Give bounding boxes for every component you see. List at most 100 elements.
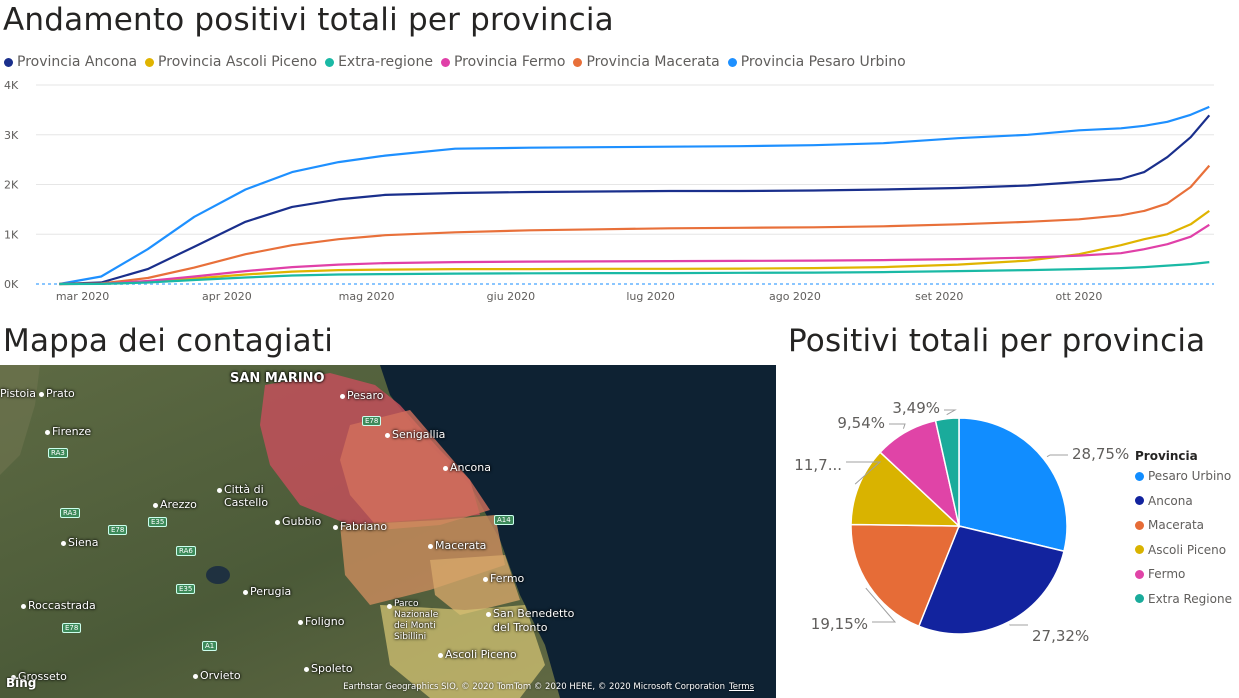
map-place-label: Gubbio xyxy=(282,515,322,528)
map-place-marker xyxy=(61,541,66,546)
legend-item[interactable]: Extra-regione xyxy=(325,54,433,70)
legend-label: Provincia Ancona xyxy=(17,54,138,70)
road-shield: E78 xyxy=(62,623,82,633)
pie-slice[interactable] xyxy=(850,451,961,527)
y-tick-label: 4K xyxy=(4,79,19,92)
bing-logo: Bing xyxy=(6,676,37,690)
legend-marker xyxy=(325,57,335,67)
map-place-marker xyxy=(483,577,488,582)
map-place-label: Ascoli Piceno xyxy=(445,648,517,661)
map-place-label: Fabriano xyxy=(340,520,388,533)
pie-leader-line xyxy=(944,409,957,416)
legend-item[interactable]: Provincia Fermo xyxy=(440,54,566,70)
map-place-marker xyxy=(21,604,26,609)
pie-chart-title: Positivi totali per provincia xyxy=(788,323,1206,359)
map-place-label: Orvieto xyxy=(200,669,241,682)
pie-slice[interactable] xyxy=(958,417,1068,553)
map-place-label: Roccastrada xyxy=(28,599,96,612)
pie-legend-item[interactable]: Extra Regione xyxy=(1135,592,1232,606)
pie-data-label: 11,7... xyxy=(794,456,842,474)
legend-marker xyxy=(573,57,583,67)
x-tick-label: lug 2020 xyxy=(626,290,675,303)
lake-trasimeno xyxy=(206,566,230,584)
legend-item[interactable]: Provincia Macerata xyxy=(573,54,720,70)
pie-chart: 28,75% 27,32% 19,15% 11,7... 9,54% 3,49% xyxy=(794,399,1129,645)
map-place-marker xyxy=(443,466,448,471)
legend-label: Provincia Macerata xyxy=(586,54,720,70)
x-tick-label: set 2020 xyxy=(915,290,963,303)
y-tick-label: 2K xyxy=(4,179,19,192)
pie-legend-label: Fermo xyxy=(1148,567,1186,581)
road-shield: A14 xyxy=(494,515,514,525)
map-place-marker xyxy=(217,488,222,493)
series-line[interactable] xyxy=(59,164,1211,286)
region-ancona xyxy=(340,410,490,530)
map-place-marker xyxy=(45,430,50,435)
map-place-marker xyxy=(387,604,392,609)
line-chart: 0K 1K 2K 3K 4K mar 2020 apr 2020 mag 2020 giu 20… xyxy=(4,79,1214,303)
map-place-label: Grosseto xyxy=(18,670,67,683)
map-place-label: Perugia xyxy=(250,585,292,598)
pie-legend-item[interactable]: Macerata xyxy=(1135,518,1204,532)
map-place-label: Città di Castello xyxy=(224,483,269,509)
road-shield: E78 xyxy=(108,525,128,535)
map-terms-link[interactable]: Terms xyxy=(728,682,754,692)
pie-leader-line xyxy=(1046,454,1068,458)
pie-slice[interactable] xyxy=(850,523,961,628)
pie-leader-line xyxy=(865,587,897,623)
legend-marker xyxy=(440,57,450,67)
series-line[interactable] xyxy=(59,223,1210,286)
series-line[interactable] xyxy=(59,114,1211,286)
map-place-marker xyxy=(438,653,443,658)
x-tick-label: ott 2020 xyxy=(1056,290,1103,303)
legend-marker xyxy=(1135,594,1144,603)
pie-data-label: 27,32% xyxy=(1032,627,1089,645)
pie-legend-item[interactable]: Fermo xyxy=(1135,567,1185,581)
legend-label: Provincia Fermo xyxy=(453,54,566,70)
legend-marker xyxy=(4,57,13,67)
legend-item[interactable]: Provincia Pesaro Urbino xyxy=(727,54,906,70)
map-place-marker xyxy=(385,433,390,438)
series-line[interactable] xyxy=(59,261,1210,286)
region-fermo xyxy=(430,555,520,615)
map-place-marker xyxy=(193,674,198,679)
pie-slice[interactable] xyxy=(917,525,1065,635)
pie-leader-line xyxy=(889,423,906,429)
map-place-marker xyxy=(428,544,433,549)
legend-marker xyxy=(1135,471,1144,481)
pie-legend-item[interactable]: Pesaro Urbino xyxy=(1135,469,1231,483)
road-shield: A1 xyxy=(202,641,218,651)
pie-legend-label: Pesaro Urbino xyxy=(1148,469,1232,483)
pie-legend-item[interactable]: Ascoli Piceno xyxy=(1135,543,1226,557)
map-place-marker xyxy=(333,525,338,530)
region-macerata xyxy=(340,515,505,605)
map-place-marker xyxy=(11,675,16,680)
legend-item[interactable]: Provincia Ascoli Piceno xyxy=(145,54,317,70)
pie-leader-line xyxy=(846,461,882,485)
map-visual[interactable]: SAN MARINO Pesaro Prato Pistoia Firenze Senig… xyxy=(0,365,776,698)
line-chart-legend: Provincia Ancona Provincia Ascoli Piceno E… xyxy=(4,53,914,71)
map-place-marker xyxy=(243,590,248,595)
x-tick-label: giu 2020 xyxy=(487,290,536,303)
road-shield: RA3 xyxy=(60,508,80,518)
x-tick-label: apr 2020 xyxy=(202,290,252,303)
pie-legend-item[interactable]: Ancona xyxy=(1135,494,1193,508)
legend-item[interactable]: Provincia Ancona xyxy=(4,54,137,70)
legend-marker xyxy=(1135,545,1144,554)
series-line[interactable] xyxy=(59,210,1210,286)
road-shield: E35 xyxy=(176,584,196,594)
pie-data-label: 9,54% xyxy=(837,414,885,432)
pie-legend-label: Extra Regione xyxy=(1148,591,1232,606)
pie-legend-label: Macerata xyxy=(1148,518,1205,532)
map-place-label: Ancona xyxy=(450,461,491,474)
pie-data-label: 28,75% xyxy=(1072,445,1129,463)
map-place-label: Pistoia xyxy=(0,387,37,400)
map-place-label: Fermo xyxy=(490,572,525,585)
pie-data-label: 19,15% xyxy=(811,615,868,633)
series-line[interactable] xyxy=(59,105,1210,286)
map-place-marker xyxy=(153,503,158,508)
road-shield: E78 xyxy=(362,416,382,426)
map-place-label: San Benedetto del Tronto xyxy=(493,607,575,634)
pie-slice[interactable] xyxy=(934,417,960,527)
map-place-label: SAN MARINO xyxy=(230,371,325,386)
